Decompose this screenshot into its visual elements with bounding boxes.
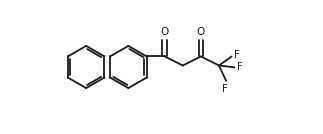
Text: F: F bbox=[237, 62, 243, 72]
Text: F: F bbox=[234, 50, 240, 60]
Text: O: O bbox=[197, 27, 205, 37]
Text: F: F bbox=[222, 84, 228, 94]
Text: O: O bbox=[161, 27, 169, 37]
